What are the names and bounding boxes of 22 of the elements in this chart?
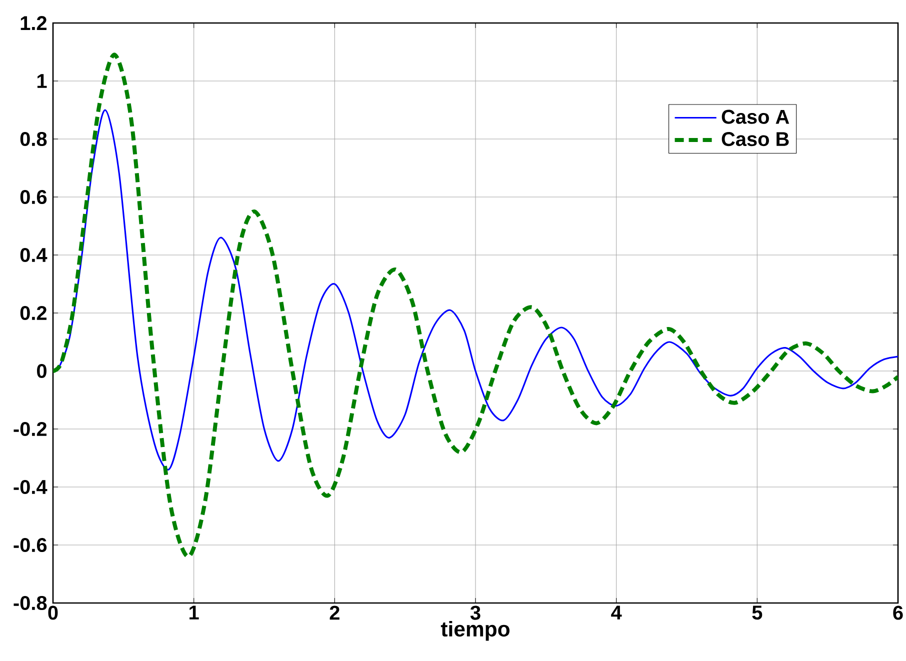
legend-label: Caso B bbox=[722, 132, 789, 146]
x-tick-label: 1 bbox=[190, 606, 199, 620]
y-tick-label: 0.2 bbox=[20, 306, 46, 320]
x-tick-label: 3 bbox=[470, 606, 480, 620]
x-axis-title: tiempo bbox=[440, 620, 510, 641]
legend-label: Caso A bbox=[722, 110, 790, 124]
y-tick-label: 0.6 bbox=[20, 190, 47, 204]
x-tick-label: 2 bbox=[330, 606, 340, 620]
x-tick-label: 4 bbox=[611, 606, 622, 620]
y-tick-label: 0 bbox=[37, 364, 46, 378]
y-tick-label: 0.8 bbox=[20, 132, 47, 146]
x-tick-label: 0 bbox=[48, 606, 58, 620]
y-tick-label: -0.2 bbox=[14, 422, 46, 436]
y-tick-label: -0.8 bbox=[14, 596, 47, 610]
x-tick-label: 5 bbox=[752, 606, 762, 620]
y-tick-label: 0.4 bbox=[20, 248, 48, 262]
y-tick-label: -0.6 bbox=[14, 538, 47, 552]
y-tick-label: -0.4 bbox=[14, 480, 48, 494]
y-tick-label: 1 bbox=[37, 74, 47, 88]
y-tick-label: 1.2 bbox=[20, 16, 46, 30]
line-series bbox=[53, 52, 898, 559]
x-tick-label: 6 bbox=[893, 606, 903, 620]
